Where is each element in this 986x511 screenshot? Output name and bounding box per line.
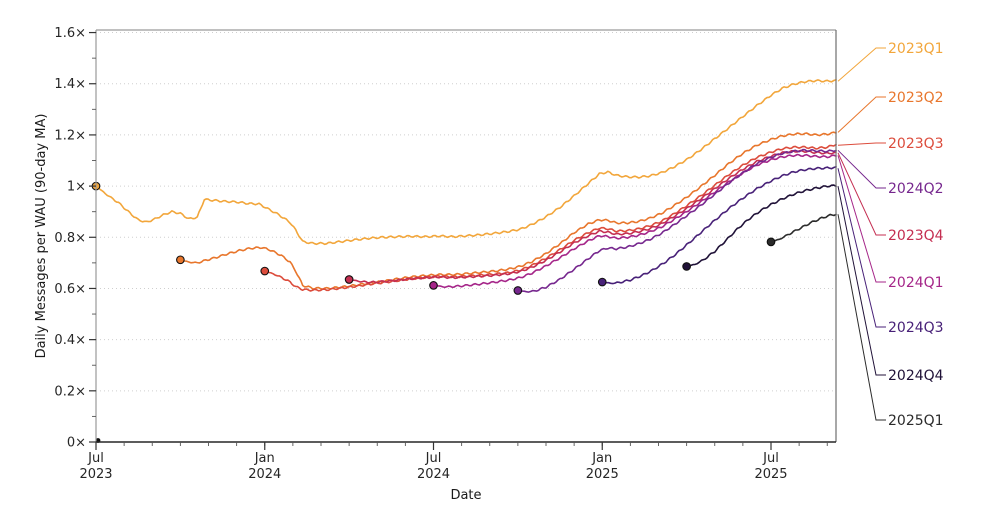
legend-label-2023Q1: 2023Q1: [888, 41, 944, 57]
legend-leader-2024Q3: [837, 168, 886, 328]
x-tick-label-month: Jul: [87, 451, 104, 466]
series-line-2024Q2: [517, 148, 837, 293]
legend-label-2024Q3: 2024Q3: [888, 320, 944, 336]
series-start-marker-2023Q4: [344, 275, 354, 284]
y-tick-label: 1.6×: [54, 26, 86, 41]
x-tick-label-year: 2025: [586, 467, 619, 482]
y-tick-label: 0.4×: [54, 333, 86, 348]
y-tick-label: 1.2×: [54, 128, 86, 143]
x-tick-label-month: Jan: [591, 451, 612, 466]
legend-label-2023Q3: 2023Q3: [888, 136, 944, 152]
x-tick-label-year: 2024: [248, 467, 281, 482]
grid-layer: [96, 32, 836, 392]
x-tick-label-month: Jul: [425, 451, 442, 466]
legend-label-2024Q4: 2024Q4: [888, 368, 944, 384]
legend-label-2024Q2: 2024Q2: [888, 181, 944, 197]
x-tick-label-month: Jan: [254, 451, 275, 466]
legend-label-2023Q4: 2023Q4: [888, 228, 944, 244]
x-tick-label-year: 2024: [417, 467, 450, 482]
x-tick-label-year: 2025: [754, 467, 787, 482]
series-line-2024Q1: [432, 153, 837, 289]
legend-leader-2023Q3: [837, 142, 886, 146]
x-tick-label-year: 2023: [79, 467, 112, 482]
y-tick-label: 1.4×: [54, 77, 86, 92]
series-start-marker-2024Q1: [429, 281, 438, 290]
series-start-marker-2023Q2: [176, 255, 185, 265]
legend-leader-2024Q1: [837, 155, 886, 283]
x-tick-label-month: Jul: [762, 451, 779, 466]
legend-label-2023Q2: 2023Q2: [888, 90, 944, 106]
series-start-marker-2023Q3: [260, 266, 270, 276]
y-tick-label: 0×: [67, 436, 86, 451]
series-line-2023Q1: [95, 79, 837, 246]
legend-leader-2023Q1: [837, 47, 886, 82]
legend-label-2024Q1: 2024Q1: [888, 275, 944, 291]
y-tick-label: 0.2×: [54, 384, 86, 399]
series-line-2023Q3: [264, 143, 837, 292]
y-tick-label: 0.6×: [54, 282, 86, 297]
legend-leader-2024Q2: [837, 149, 886, 189]
x-axis-title: Date: [450, 488, 481, 503]
legend-label-2025Q1: 2025Q1: [888, 413, 944, 429]
axes-layer: Jul2023Jan2024Jul2024Jan2025Jul20250×0.2…: [54, 26, 837, 482]
series-line-2025Q1: [770, 213, 837, 243]
y-axis-title: Daily Messages per WAU (90-day MA): [34, 114, 49, 359]
legend-leader-2024Q4: [837, 186, 886, 376]
series-start-marker-2025Q1: [766, 237, 776, 247]
series-layer: [91, 79, 837, 443]
legend-leader-2023Q2: [837, 96, 886, 133]
legend-leader-2023Q4: [837, 152, 886, 236]
series-start-marker-2024Q4: [682, 262, 691, 271]
y-tick-label: 0.8×: [54, 231, 86, 246]
legend-layer: 2023Q1 2023Q2 2023Q3 2023Q4 2024Q1 2024Q2 2024…: [837, 41, 944, 429]
y-tick-label: 1×: [67, 180, 86, 195]
series-line-2023Q4: [348, 149, 837, 284]
series-start-marker-2024Q3: [597, 277, 607, 287]
series-start-marker-2024Q2: [513, 286, 523, 295]
series-line-2023Q2: [179, 131, 837, 290]
series-line-2024Q3: [601, 166, 837, 285]
legend-leader-2025Q1: [837, 214, 886, 421]
series-line-2024Q4: [685, 184, 837, 268]
